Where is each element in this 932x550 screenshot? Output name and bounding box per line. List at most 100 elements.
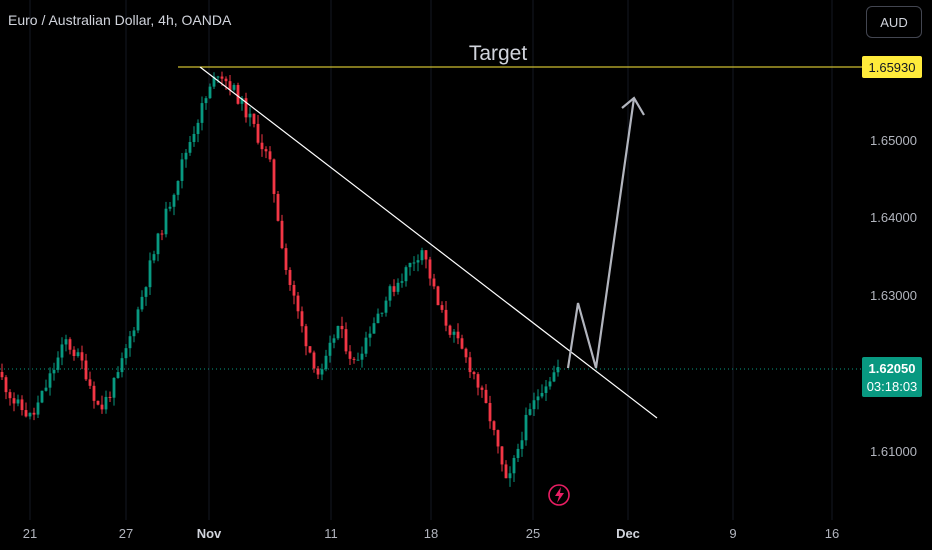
x-tick-9: 9 — [729, 526, 736, 541]
candle-body — [448, 325, 452, 335]
x-tick-nov: Nov — [197, 526, 222, 541]
candle-body — [100, 404, 104, 410]
candle-body — [108, 396, 112, 398]
candle-body — [412, 262, 416, 264]
candle-body — [96, 400, 100, 405]
candle-body — [124, 348, 128, 359]
candle-body — [48, 373, 52, 388]
candle-body — [176, 180, 180, 195]
candle-body — [328, 342, 332, 356]
candle-body — [60, 344, 64, 358]
candle-body — [280, 220, 284, 249]
candle-body — [396, 282, 400, 292]
candle-body — [424, 250, 428, 260]
candle-body — [84, 360, 88, 380]
candle-body — [436, 286, 440, 306]
candle-body — [208, 86, 212, 99]
candle-body — [292, 284, 296, 296]
x-tick-11: 11 — [324, 526, 338, 541]
candle-body — [12, 398, 16, 404]
candle-body — [112, 377, 116, 398]
candle-body — [320, 369, 324, 375]
candle-body — [40, 390, 44, 403]
candle-body — [420, 250, 424, 261]
x-tick-21: 21 — [23, 526, 37, 541]
chart-title: Euro / Australian Dollar, 4h, OANDA — [8, 12, 232, 28]
target-price-label: 1.65930 — [869, 60, 916, 75]
candle-body — [532, 400, 536, 410]
candle-body — [216, 76, 220, 78]
candle-body — [276, 193, 280, 221]
candle-body — [224, 78, 228, 82]
candle-body — [496, 430, 500, 447]
candle-body — [132, 330, 136, 337]
candle-body — [332, 338, 336, 343]
candle-body — [128, 336, 132, 349]
candle-body — [456, 331, 460, 339]
candle-body — [388, 286, 392, 301]
candle-body — [296, 295, 300, 312]
candle-body — [68, 339, 72, 350]
candle-body — [408, 262, 412, 268]
projection-path[interactable] — [566, 97, 636, 369]
x-tick-25: 25 — [526, 526, 540, 541]
candle-body — [508, 473, 512, 479]
candle-body — [540, 392, 544, 397]
candle-body — [148, 260, 152, 288]
candle-body — [260, 142, 264, 150]
candle-body — [364, 337, 368, 354]
candle-body — [512, 457, 516, 474]
candle-body — [64, 339, 68, 345]
candle-body — [492, 421, 496, 431]
candle-body — [0, 371, 4, 378]
y-tick-2: 1.64000 — [870, 210, 917, 225]
candle-body — [472, 372, 476, 375]
candle-body — [136, 309, 140, 331]
candle-body — [480, 387, 484, 390]
candle-body — [244, 98, 248, 118]
candle-body — [476, 374, 480, 388]
candle-body — [36, 402, 40, 415]
trendline[interactable] — [199, 66, 658, 419]
target-price-badge — [862, 56, 922, 78]
candle-body — [348, 351, 352, 359]
lightning-icon[interactable] — [548, 484, 570, 506]
candle-body — [264, 149, 268, 152]
candle-body — [232, 85, 236, 90]
candle-body — [300, 311, 304, 327]
countdown-label: 03:18:03 — [867, 379, 918, 394]
candle-body — [352, 358, 356, 360]
candle-body — [272, 159, 276, 194]
candle-body — [196, 122, 200, 134]
candle-body — [344, 329, 348, 352]
candle-body — [400, 281, 404, 283]
candle-body — [452, 331, 456, 335]
candle-body — [32, 412, 36, 415]
candle-body — [52, 369, 56, 374]
candle-body — [228, 81, 232, 90]
time-axis[interactable]: 21 27 Nov 11 18 25 Dec 9 16 — [23, 526, 839, 541]
candle-body — [28, 412, 32, 417]
candle-body — [256, 123, 260, 143]
candle-body — [188, 142, 192, 153]
candle-body — [20, 399, 24, 411]
candle-body — [360, 353, 364, 360]
target-label: Target — [469, 42, 528, 65]
candle-body — [468, 357, 472, 373]
candle-body — [284, 248, 288, 270]
candle-body — [376, 313, 380, 324]
candle-body — [140, 296, 144, 310]
candle-body — [444, 309, 448, 326]
candle-body — [152, 254, 156, 261]
candle-body — [484, 389, 488, 404]
candle-body — [144, 287, 148, 297]
price-axis[interactable]: 1.65000 1.64000 1.63000 1.61000 1.65930 … — [862, 56, 922, 459]
currency-button[interactable]: AUD — [866, 6, 922, 38]
candle-body — [8, 392, 12, 399]
candle-body — [428, 259, 432, 279]
candle-body — [104, 396, 108, 410]
candle-body — [164, 208, 168, 235]
candle-body — [80, 352, 84, 361]
candle-body — [500, 446, 504, 465]
